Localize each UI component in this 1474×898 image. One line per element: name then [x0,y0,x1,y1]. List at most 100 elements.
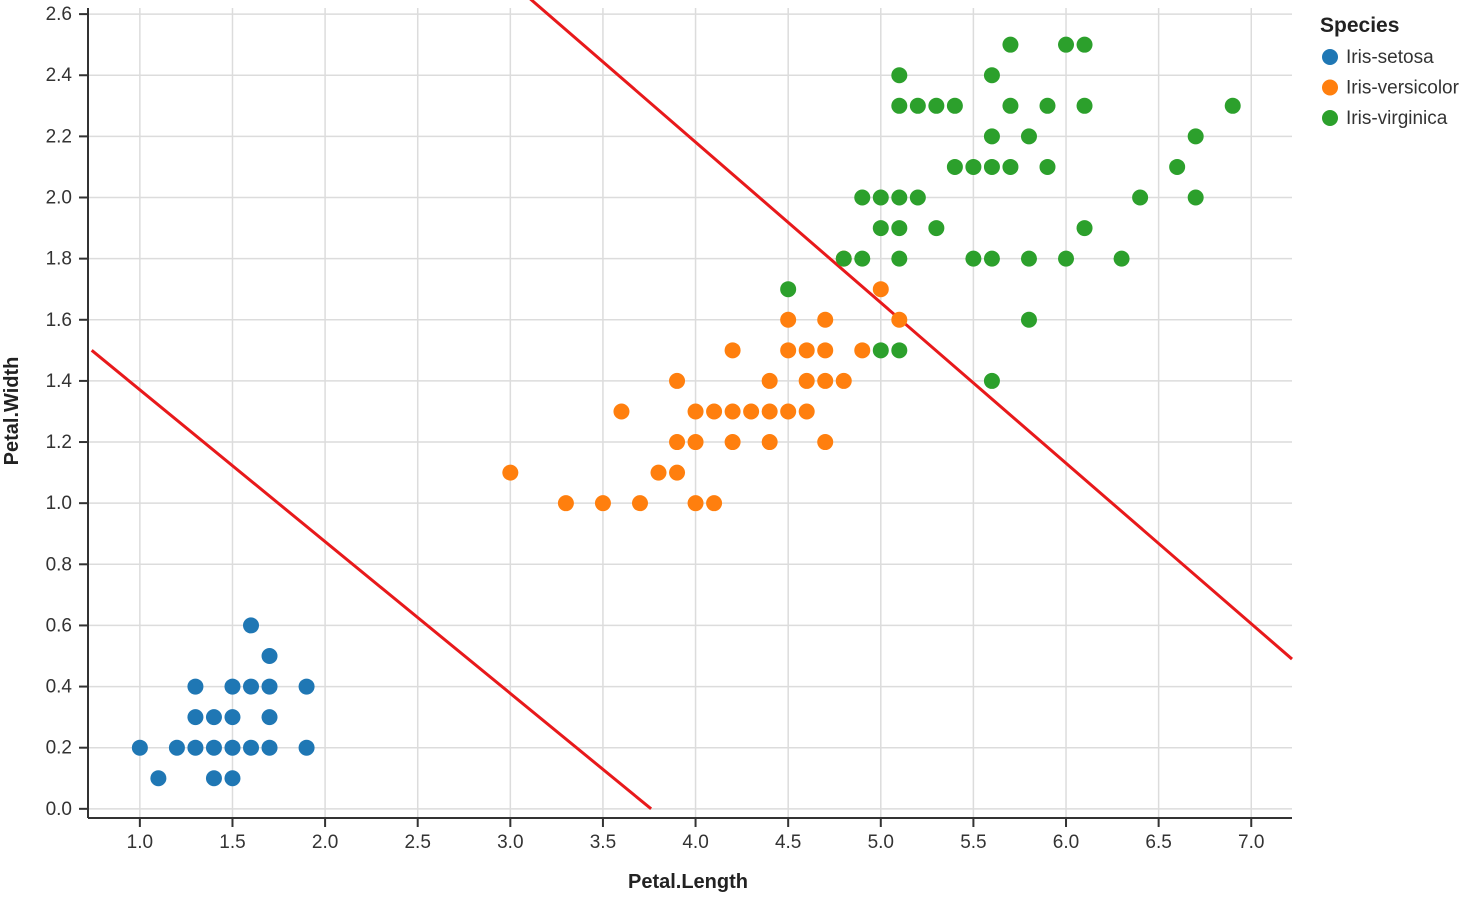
data-point-iris-setosa [261,678,278,695]
data-point-iris-versicolor [706,495,723,512]
data-point-iris-virginica [891,97,908,114]
data-point-iris-virginica [854,189,871,206]
data-point-iris-versicolor [687,434,704,451]
legend-label: Iris-versicolor [1346,78,1460,99]
data-point-iris-setosa [205,739,222,756]
x-tick-label: 6.0 [1053,832,1079,853]
y-axis-title: Petal.Width [1,357,23,466]
data-point-iris-setosa [261,709,278,726]
data-point-iris-virginica [1113,250,1130,267]
y-tick-label: 0.6 [46,615,72,636]
data-point-iris-setosa [243,678,260,695]
data-point-iris-virginica [1002,36,1019,53]
data-point-iris-virginica [1058,250,1075,267]
data-point-iris-versicolor [761,372,778,389]
data-point-iris-virginica [1169,158,1186,175]
data-point-iris-versicolor [613,403,630,420]
data-point-iris-virginica [965,250,982,267]
data-point-iris-versicolor [817,342,834,359]
data-point-iris-virginica [1039,158,1056,175]
data-point-iris-virginica [1076,220,1093,237]
y-tick-label: 0.0 [46,799,72,820]
legend-title: Species [1320,14,1399,37]
data-point-iris-versicolor [780,311,797,328]
data-point-iris-virginica [1058,36,1075,53]
x-tick-label: 2.5 [404,832,430,853]
data-point-iris-versicolor [594,495,611,512]
data-point-iris-virginica [891,250,908,267]
data-point-iris-virginica [1002,158,1019,175]
data-point-iris-setosa [187,678,204,695]
data-point-iris-setosa [224,770,241,787]
data-point-iris-virginica [946,158,963,175]
data-points [131,36,1241,787]
data-point-iris-versicolor [706,403,723,420]
data-point-iris-versicolor [761,403,778,420]
data-point-iris-versicolor [817,372,834,389]
data-point-iris-setosa [205,770,222,787]
data-point-iris-virginica [835,250,852,267]
y-tick-label: 0.8 [46,554,72,575]
data-point-iris-virginica [928,220,945,237]
data-point-iris-versicolor [687,495,704,512]
y-tick-label: 0.2 [46,738,72,759]
data-point-iris-setosa [168,739,185,756]
legend-label: Iris-virginica [1346,108,1448,129]
data-point-iris-versicolor [854,342,871,359]
data-point-iris-versicolor [724,434,741,451]
data-point-iris-virginica [909,97,926,114]
data-point-iris-versicolor [557,495,574,512]
data-point-iris-versicolor [798,342,815,359]
data-point-iris-virginica [1076,97,1093,114]
data-point-iris-virginica [909,189,926,206]
decision-boundary-line [529,0,1293,661]
data-point-iris-virginica [983,67,1000,84]
data-point-iris-setosa [243,617,260,634]
data-point-iris-virginica [1187,128,1204,145]
data-point-iris-setosa [243,739,260,756]
x-tick-label: 2.0 [312,832,338,853]
data-point-iris-setosa [131,739,148,756]
data-point-iris-versicolor [872,281,889,298]
data-point-iris-versicolor [780,403,797,420]
data-point-iris-virginica [891,189,908,206]
data-point-iris-virginica [1039,97,1056,114]
data-point-iris-virginica [983,250,1000,267]
decision-boundary-line [90,349,653,810]
x-tick-label: 6.5 [1145,832,1171,853]
data-point-iris-versicolor [780,342,797,359]
data-point-iris-versicolor [669,434,686,451]
data-point-iris-setosa [187,709,204,726]
data-point-iris-virginica [965,158,982,175]
y-tick-label: 2.2 [46,126,72,147]
data-point-iris-virginica [780,281,797,298]
data-point-iris-versicolor [724,403,741,420]
legend-swatch [1322,110,1338,126]
data-point-iris-virginica [854,250,871,267]
data-point-iris-virginica [1076,36,1093,53]
data-point-iris-virginica [891,67,908,84]
data-point-iris-virginica [1020,128,1037,145]
data-point-iris-versicolor [687,403,704,420]
data-point-iris-versicolor [669,372,686,389]
data-point-iris-versicolor [817,434,834,451]
data-point-iris-virginica [1002,97,1019,114]
x-tick-label: 3.0 [497,832,523,853]
data-point-iris-virginica [928,97,945,114]
data-point-iris-virginica [1020,311,1037,328]
y-tick-label: 1.2 [46,432,72,453]
data-point-iris-setosa [224,709,241,726]
y-tick-label: 0.4 [46,677,73,698]
data-point-iris-versicolor [798,372,815,389]
data-point-iris-versicolor [817,311,834,328]
data-point-iris-virginica [872,342,889,359]
x-tick-label: 1.0 [127,832,153,853]
legend-swatch [1322,79,1338,96]
data-point-iris-virginica [946,97,963,114]
data-point-iris-setosa [187,739,204,756]
legend-label: Iris-setosa [1346,47,1434,68]
data-point-iris-setosa [298,739,315,756]
data-point-iris-versicolor [743,403,760,420]
data-point-iris-virginica [1224,97,1241,114]
y-tick-label: 1.6 [46,310,72,331]
